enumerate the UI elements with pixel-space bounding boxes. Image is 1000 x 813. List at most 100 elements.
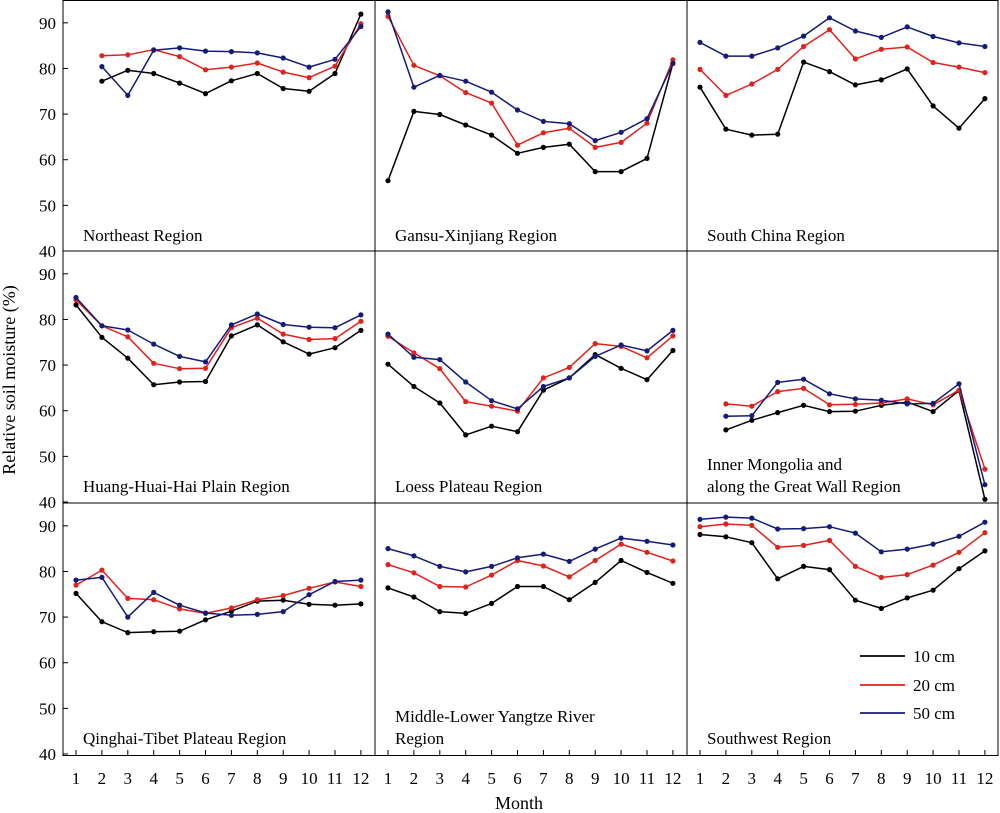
data-point — [775, 544, 781, 550]
data-point — [618, 365, 624, 371]
data-point — [775, 131, 781, 137]
data-point — [385, 178, 391, 184]
legend-item-10cm: 10 cm — [860, 647, 955, 666]
legend-label-10cm: 10 cm — [913, 647, 955, 666]
data-point — [280, 85, 286, 92]
legend-item-20cm: 20 cm — [860, 676, 955, 695]
data-point — [202, 48, 209, 54]
data-point — [125, 595, 131, 602]
x-tick-label: 3 — [124, 769, 133, 788]
data-point — [202, 67, 209, 73]
data-point — [358, 583, 364, 590]
series-line — [699, 61, 986, 136]
data-point — [411, 84, 417, 90]
data-point — [801, 376, 807, 382]
data-point — [930, 587, 936, 593]
data-point — [878, 34, 884, 41]
data-point — [956, 533, 962, 539]
data-point — [73, 302, 79, 308]
data-point — [306, 351, 312, 357]
data-point — [930, 103, 936, 109]
data-point — [540, 130, 547, 136]
data-point — [358, 327, 364, 333]
data-point — [385, 546, 391, 552]
panel-labels: Northeast Region Gansu-Xinjiang Region Sou… — [83, 226, 901, 748]
series-line — [387, 11, 674, 142]
y-tick-label: 70 — [39, 356, 56, 375]
data-point — [280, 69, 286, 75]
y-tick-labels: 40 50 60 70 80 90 40 50 60 70 80 90 40 50 60 70 80 90 — [39, 14, 56, 764]
data-point — [956, 40, 962, 46]
data-point — [749, 515, 755, 521]
x-tick-label: 7 — [539, 769, 548, 788]
data-point — [228, 49, 234, 55]
data-point — [358, 601, 364, 607]
data-point — [463, 610, 469, 617]
data-point — [254, 322, 260, 328]
data-point — [826, 69, 833, 75]
data-point — [254, 70, 260, 77]
data-point — [878, 77, 884, 83]
data-point — [151, 382, 157, 388]
data-point — [99, 78, 105, 84]
data-point — [514, 406, 521, 412]
data-point — [228, 322, 234, 328]
data-point — [904, 396, 910, 402]
data-point — [697, 524, 703, 530]
data-point — [332, 70, 338, 77]
data-point — [540, 551, 547, 557]
data-point — [670, 558, 676, 564]
panel — [99, 11, 364, 98]
data-point — [73, 294, 79, 301]
data-point — [775, 526, 781, 532]
data-point — [99, 53, 105, 59]
data-point — [670, 580, 676, 586]
data-point — [151, 629, 157, 635]
data-point — [644, 116, 650, 122]
data-point — [489, 398, 495, 404]
panel — [385, 327, 676, 438]
data-point — [385, 9, 391, 15]
data-point — [306, 324, 312, 330]
data-point — [592, 169, 598, 175]
data-point — [826, 524, 833, 530]
x-tick-label: 10 — [301, 769, 318, 788]
x-tick-label: 3 — [436, 769, 445, 788]
data-point — [358, 312, 364, 318]
data-point — [254, 311, 260, 317]
x-tick-label: 1 — [696, 769, 705, 788]
data-point — [177, 54, 183, 60]
data-point — [177, 602, 183, 608]
data-point — [878, 605, 884, 612]
data-point — [99, 567, 105, 573]
series-line — [387, 329, 674, 410]
x-tick-label: 11 — [639, 769, 655, 788]
data-point — [723, 534, 729, 540]
data-point — [749, 540, 755, 546]
data-point — [202, 365, 209, 371]
data-point — [463, 569, 469, 575]
data-point — [801, 563, 807, 570]
data-point — [540, 118, 547, 124]
data-point — [852, 56, 859, 62]
y-tick-label: 70 — [39, 608, 56, 627]
data-point — [982, 466, 988, 472]
x-tick-label: 4 — [461, 769, 470, 788]
x-tick-label: 9 — [279, 769, 288, 788]
legend-label-50cm: 50 cm — [913, 704, 955, 723]
panel-label: South China Region — [707, 226, 845, 245]
data-point — [749, 417, 755, 423]
data-point — [775, 45, 781, 51]
data-point — [982, 70, 988, 76]
x-tick-label: 6 — [825, 769, 834, 788]
data-point — [332, 578, 338, 585]
y-tick-label: 80 — [39, 310, 56, 329]
data-point — [177, 628, 183, 634]
data-point — [644, 549, 650, 555]
data-point — [151, 589, 157, 596]
x-tick-label: 2 — [722, 769, 731, 788]
data-point — [904, 66, 910, 72]
data-point — [489, 403, 495, 409]
panel-label: Huang-Huai-Hai Plain Region — [83, 477, 290, 496]
data-point — [592, 557, 598, 564]
